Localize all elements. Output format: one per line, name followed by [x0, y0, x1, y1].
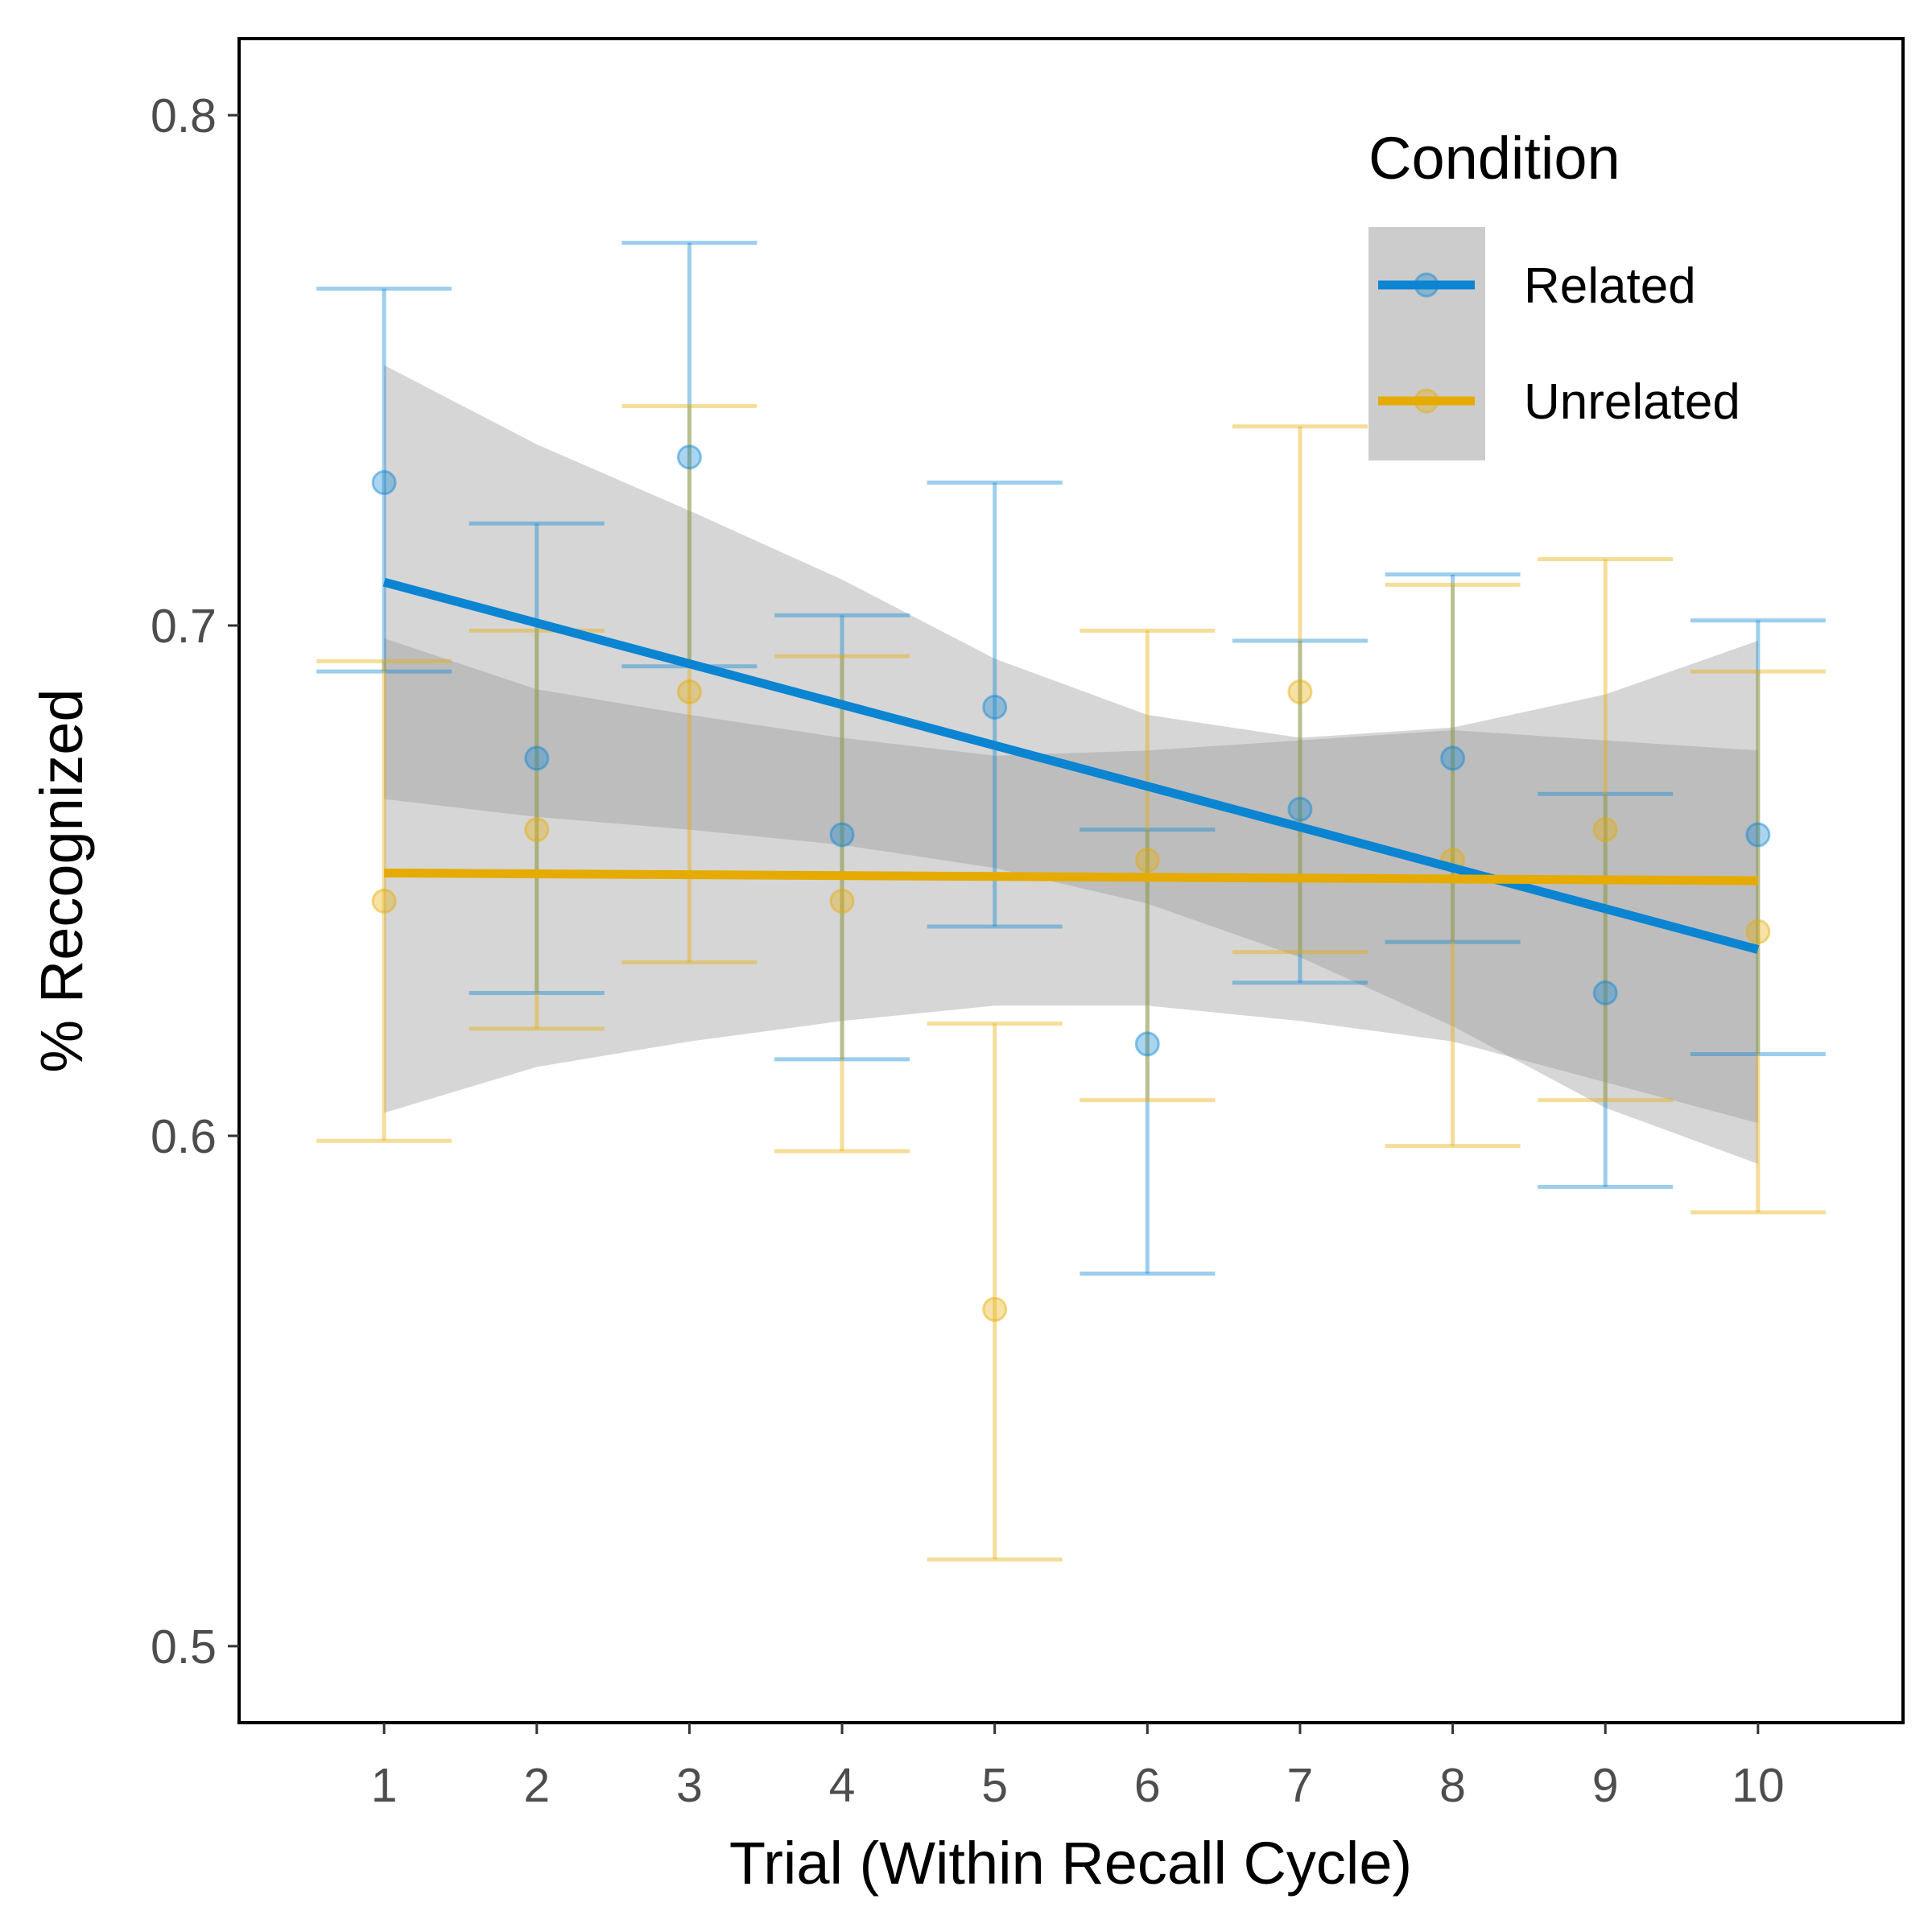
data-point: [1592, 817, 1618, 843]
legend-title: Condition: [1368, 125, 1620, 192]
legend-label-1: Unrelated: [1524, 374, 1740, 430]
legend-key-background: [1368, 227, 1485, 460]
x-tick-label: 4: [829, 1759, 856, 1812]
data-point: [1440, 745, 1466, 771]
data-point: [524, 745, 550, 771]
data-point: [1287, 679, 1313, 704]
error-bars: [316, 241, 1826, 1562]
data-point: [524, 817, 550, 843]
data-point: [1745, 822, 1771, 848]
y-tick-label: 0.8: [151, 89, 217, 142]
x-tick-label: 10: [1732, 1759, 1785, 1812]
trend-lines: [382, 577, 1760, 954]
data-point: [1134, 848, 1160, 873]
y-axis: 0.5 0.6 0.7 0.8: [151, 89, 239, 1674]
trend-line-0: [382, 577, 1760, 954]
y-tick-label: 0.7: [151, 600, 217, 653]
y-tick-label: 0.6: [151, 1110, 217, 1163]
data-point: [982, 694, 1008, 720]
x-tick-label: 7: [1287, 1759, 1314, 1812]
x-axis-title: Trial (Within Recall Cycle): [729, 1830, 1412, 1897]
data-point: [371, 888, 397, 914]
data-point: [676, 679, 702, 704]
y-axis-title: % Recognized: [28, 688, 95, 1072]
data-point: [371, 470, 397, 496]
legend-label-0: Related: [1524, 258, 1696, 314]
plot-panel-border: [237, 37, 1905, 1724]
x-tick-label: 9: [1592, 1759, 1619, 1812]
data-point: [1134, 1031, 1160, 1057]
legend-key-point-1: [1414, 388, 1439, 414]
data-point: [1745, 919, 1771, 944]
y-tick-label: 0.5: [151, 1620, 217, 1674]
x-tick-label: 5: [981, 1759, 1008, 1812]
data-point: [1287, 796, 1313, 822]
x-tick-label: 8: [1439, 1759, 1466, 1812]
x-tick-label: 3: [676, 1759, 703, 1812]
x-tick-label: 1: [371, 1759, 398, 1812]
data-point: [829, 888, 855, 914]
data-point: [1592, 980, 1618, 1005]
data-point: [676, 444, 702, 470]
trend-line-1: [384, 868, 1758, 886]
legend: Condition Related Unrelated: [1368, 125, 1740, 460]
x-tick-label: 6: [1134, 1759, 1161, 1812]
data-point: [829, 822, 855, 848]
data-point: [982, 1297, 1008, 1323]
legend-key-point-0: [1414, 272, 1439, 298]
x-axis: 1 2 3 4 5 6 7 8 9 10: [371, 1723, 1785, 1812]
x-tick-label: 2: [523, 1759, 550, 1812]
